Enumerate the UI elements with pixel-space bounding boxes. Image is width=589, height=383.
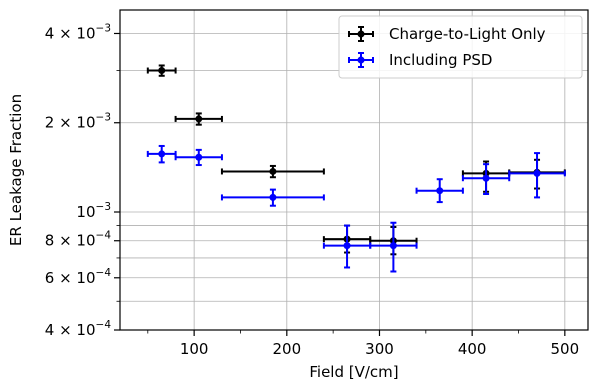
data-point: [369, 221, 418, 273]
data-point: [508, 152, 566, 199]
legend: Charge-to-Light Only Including PSD: [338, 15, 583, 79]
series-charge-to-light-only: [146, 64, 566, 256]
marker: [482, 174, 490, 182]
data-point: [220, 164, 325, 179]
legend-item: Charge-to-Light Only: [348, 25, 546, 43]
data-point: [415, 178, 464, 204]
legend-box: [338, 15, 583, 79]
marker: [158, 150, 166, 158]
x-tick-label: 400: [458, 340, 487, 358]
x-tick-label: 500: [551, 340, 580, 358]
x-tick-label: 100: [180, 340, 209, 358]
y-tick-label: 10−3: [76, 201, 111, 221]
legend-label: Charge-to-Light Only: [389, 25, 546, 43]
data-point: [461, 163, 511, 196]
data-point: [174, 112, 223, 126]
marker: [195, 115, 203, 123]
y-tick-label: 4 × 10−3: [45, 22, 111, 42]
y-tick-label: 2 × 10−3: [45, 112, 111, 132]
data-series: [146, 64, 566, 273]
legend-marker: [357, 56, 365, 64]
axis-ticks: 100 200 300 400 500 4 × 10−3 2 × 10−3 10−3 8 × 1…: [45, 22, 579, 358]
x-tick-label: 200: [272, 340, 301, 358]
series-including-psd: [146, 144, 566, 273]
y-tick-label: 6 × 10−4: [45, 267, 112, 287]
y-tick-label: 4 × 10−4: [45, 319, 112, 339]
marker: [158, 67, 166, 75]
data-point: [174, 148, 223, 167]
legend-item: Including PSD: [348, 51, 492, 69]
legend-label: Including PSD: [389, 51, 492, 69]
plot-frame: [119, 9, 589, 331]
marker: [343, 242, 351, 250]
data-point: [322, 224, 372, 269]
marker: [389, 242, 397, 250]
marker: [269, 167, 277, 175]
marker: [269, 193, 277, 201]
x-tick-label: 300: [365, 340, 394, 358]
y-axis-label: ER Leakage Fraction: [7, 94, 25, 246]
y-tick-label: 8 × 10−4: [45, 230, 112, 250]
marker: [195, 153, 203, 161]
data-point: [146, 64, 177, 77]
legend-marker: [357, 30, 365, 38]
marker: [436, 187, 444, 195]
data-point: [220, 188, 325, 207]
marker: [533, 169, 541, 177]
x-axis-label: Field [V/cm]: [309, 363, 398, 381]
data-point: [146, 144, 177, 164]
